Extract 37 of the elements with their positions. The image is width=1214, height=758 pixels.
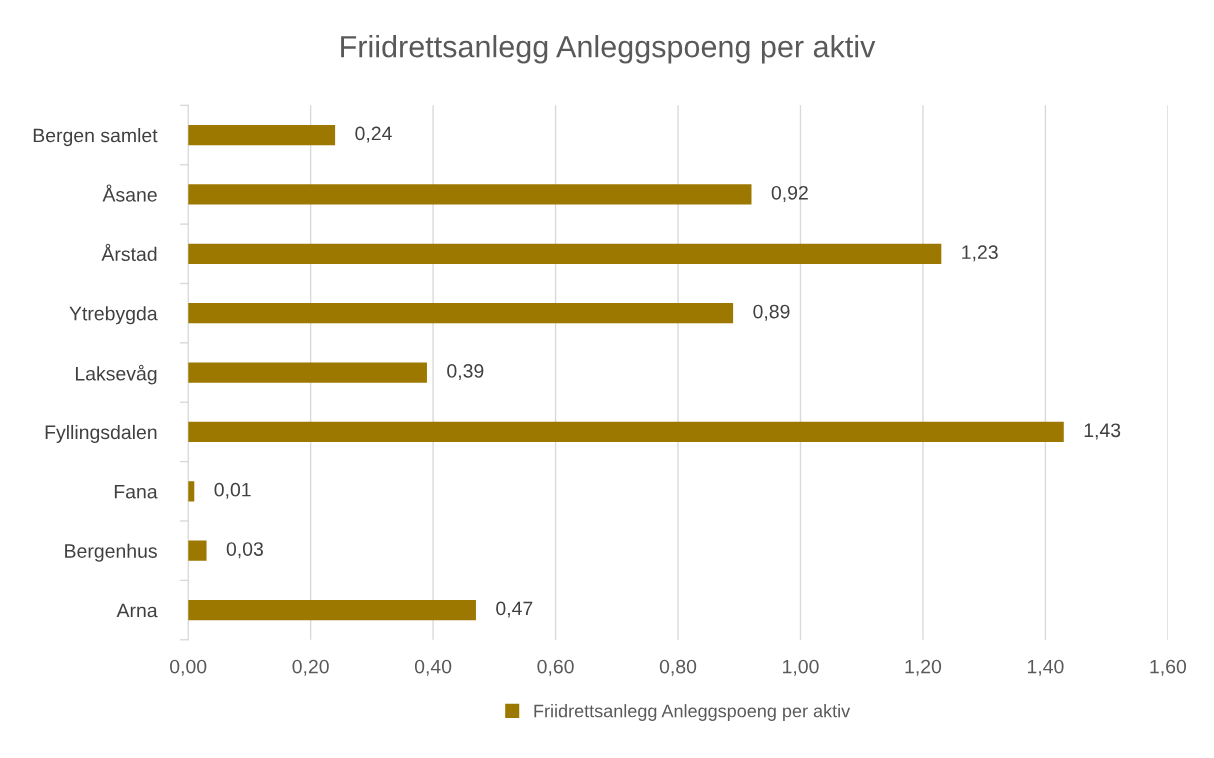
- x-tick-label: 1,60: [1150, 659, 1187, 676]
- bar: [188, 184, 752, 205]
- data-label: 1,43: [1084, 423, 1121, 440]
- y-tick-label: Fana: [114, 484, 158, 499]
- data-label: 0,47: [496, 601, 533, 618]
- bar: [188, 599, 476, 621]
- chart-title: Friidrettsanlegg Anleggspoeng per aktiv: [341, 35, 876, 64]
- bar: [188, 540, 207, 561]
- x-tick-label: 0,60: [537, 659, 574, 676]
- bar: [188, 303, 734, 324]
- y-tick-label: Fyllingsdalen: [45, 424, 157, 444]
- y-tick-label: Åsane: [102, 184, 157, 202]
- data-label: 0,92: [771, 185, 808, 202]
- y-tick-label: Bergen samlet: [33, 128, 158, 147]
- x-tick-label: 1,00: [783, 659, 819, 676]
- bar: [188, 124, 336, 146]
- data-label: 0,89: [753, 304, 790, 321]
- x-tick-label: 0,40: [414, 659, 452, 676]
- bar: [188, 421, 1064, 443]
- data-label: 0,01: [214, 482, 251, 499]
- data-label: 0,03: [226, 542, 263, 559]
- x-tick-label: 1,20: [905, 659, 942, 676]
- bar: [188, 243, 942, 264]
- y-tick-label: Bergenhus: [65, 543, 157, 562]
- bar: [188, 362, 427, 383]
- data-label: 0,24: [355, 126, 392, 143]
- y-tick-label: Ytrebygda: [69, 306, 158, 325]
- x-tick-label: 1,40: [1027, 659, 1064, 676]
- y-tick-label: Arna: [116, 603, 158, 618]
- y-tick-label: Laksevåg: [75, 364, 157, 385]
- x-tick-label: 0,80: [659, 659, 697, 676]
- data-label: 0,39: [447, 364, 484, 381]
- data-label: 1,23: [962, 245, 998, 262]
- legend-label: Friidrettsanlegg Anleggspoeng per aktiv: [534, 704, 851, 721]
- x-tick-label: 0,00: [170, 659, 207, 676]
- x-tick-label: 0,20: [292, 659, 329, 676]
- y-tick-label: Årstad: [101, 243, 157, 262]
